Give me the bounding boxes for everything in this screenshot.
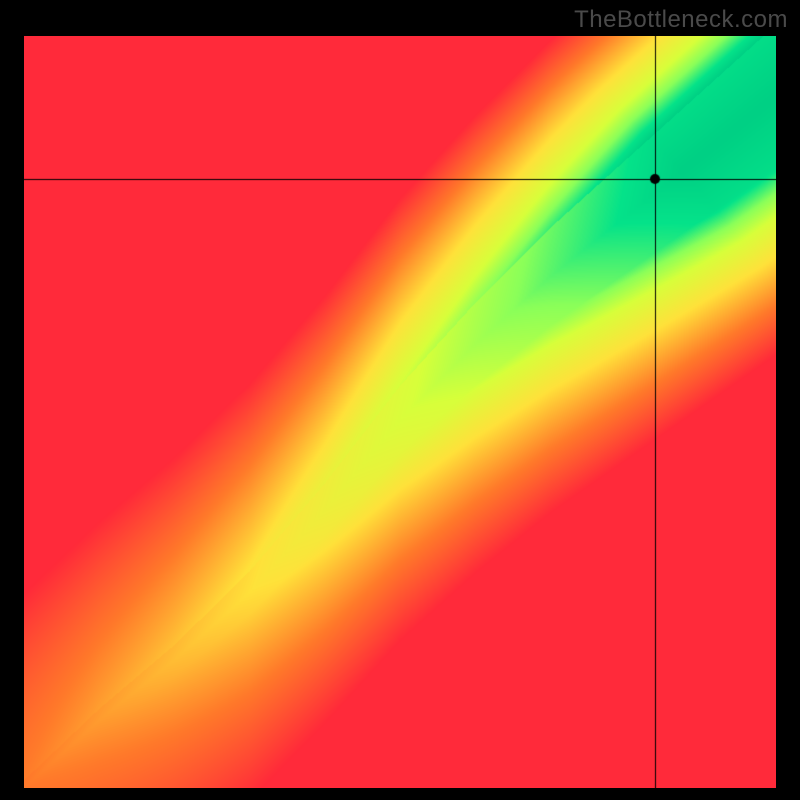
- bottleneck-heatmap-frame: [24, 36, 776, 788]
- bottleneck-heatmap-canvas: [24, 36, 776, 788]
- watermark-text: TheBottleneck.com: [574, 6, 788, 34]
